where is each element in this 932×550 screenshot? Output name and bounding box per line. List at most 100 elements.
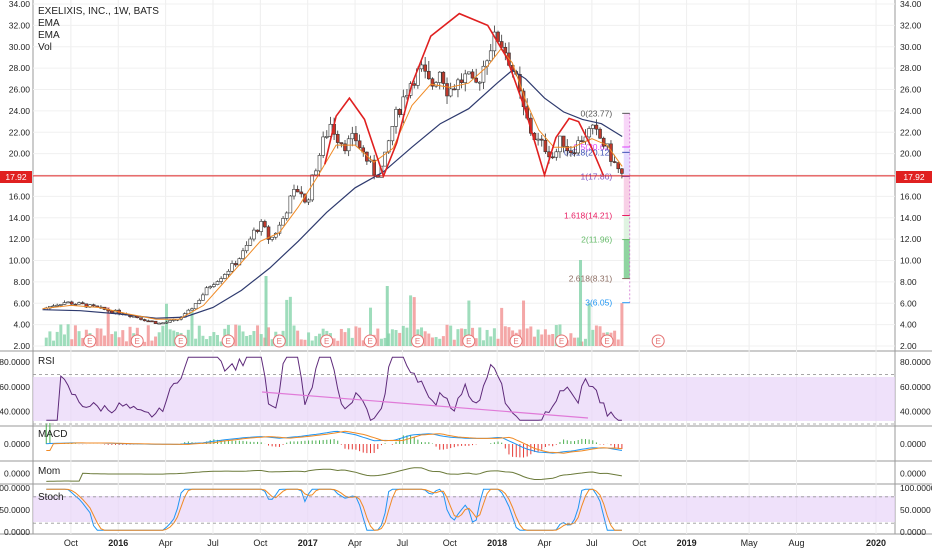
volume-bar [507, 327, 511, 346]
candle-body [142, 319, 147, 322]
candle-body [328, 123, 333, 137]
candle-body [437, 71, 442, 83]
candle-body [594, 124, 599, 130]
candle-body [463, 73, 468, 83]
macd-tick-left: 0.0000 [4, 439, 30, 449]
volume-bar [361, 340, 365, 346]
time-tick-label: 2019 [677, 538, 697, 548]
candle-body [394, 109, 398, 127]
time-tick-label: Oct [253, 538, 268, 548]
earnings-marker-label: E [135, 337, 140, 346]
rsi-divergence-line[interactable] [261, 391, 589, 419]
candle-body [248, 238, 253, 246]
candle-body [161, 322, 165, 325]
candle-body [601, 137, 606, 147]
earnings-marker-label: E [225, 337, 230, 346]
ema-slow-line [42, 69, 623, 319]
volume-bar [492, 328, 496, 346]
rsi-tick-left: 80.0000 [0, 357, 30, 367]
fib-level-label: 2(11.96) [581, 235, 612, 245]
candles [44, 25, 624, 325]
rsi-tick-left: 60.0000 [0, 382, 30, 392]
time-tick-label: 2020 [866, 538, 886, 548]
fibonacci-extension[interactable]: 0(23.77) 0.5(20.62)0.618(20.12) 1(17.86) 1.… [564, 108, 631, 308]
mom-tick-left: 0.0000 [4, 469, 30, 479]
volume-bar [314, 336, 318, 346]
candle-body [350, 133, 355, 140]
head-shoulders-drawing[interactable] [324, 12, 604, 179]
volume-bar [358, 327, 362, 346]
fib-band [623, 146, 630, 153]
volume-bar [460, 328, 464, 346]
volume-bar [103, 335, 107, 346]
candle-body [616, 162, 621, 170]
candle-body [55, 304, 59, 307]
candle-body [412, 83, 417, 86]
volume-bar [270, 339, 274, 346]
volume-bar [164, 303, 168, 346]
candle-body [317, 155, 322, 172]
candle-body [270, 236, 274, 240]
macd-signal-line [46, 430, 622, 454]
price-tick-right: 32.00 [900, 20, 922, 30]
candle-body [222, 274, 227, 279]
volume-bar [208, 336, 212, 346]
candle-body [244, 245, 249, 252]
volume-bar [99, 328, 103, 346]
candle-body [456, 79, 460, 90]
fib-level-label: 3(6.05) [585, 298, 612, 308]
volume-bar [532, 336, 536, 346]
candle-body [204, 287, 209, 296]
candle-body [208, 286, 213, 289]
candle-body [284, 212, 289, 219]
volume-bar [467, 300, 471, 346]
candle-body [197, 299, 202, 304]
volume-bar [241, 331, 245, 346]
candle-body [335, 133, 340, 143]
volume-bar [146, 325, 150, 346]
volume-bar [267, 327, 271, 346]
volume-bar [474, 338, 478, 346]
candle-body [383, 151, 387, 167]
volume-bar [569, 333, 573, 346]
candle-body [150, 320, 154, 323]
candle-body [478, 81, 482, 84]
volume-bar [594, 325, 598, 346]
stoch-tick-right: 100.0000 [900, 483, 932, 493]
macd-histogram [45, 423, 623, 458]
volume-bar [394, 330, 398, 346]
candle-body [306, 199, 311, 203]
fib-level-label: 2.618(8.31) [569, 274, 613, 284]
time-tick-label: Jul [207, 538, 219, 548]
stoch-tick-left: 50.0000 [0, 505, 30, 515]
candle-body [576, 140, 580, 154]
macd-panel-title: MACD [38, 429, 67, 440]
volume-bar [412, 297, 416, 346]
price-tick-left: 2.00 [13, 341, 30, 351]
volume-bar [186, 329, 190, 346]
volume-bar [128, 326, 132, 346]
candle-body [569, 150, 573, 154]
candle-body [419, 64, 424, 70]
candle-body [423, 64, 427, 72]
volume-bar [194, 338, 198, 346]
volume-bar [318, 333, 322, 346]
volume-bar [197, 325, 201, 346]
candle-body [470, 71, 475, 79]
candle-body [77, 302, 81, 305]
volume-bar [81, 337, 85, 346]
time-tick-label: Jul [586, 538, 598, 548]
candle-body [488, 50, 493, 62]
volume-bar [409, 295, 413, 346]
fib-level-label: 0.618(20.12) [564, 147, 612, 157]
volume-bar [339, 328, 343, 346]
volume-bar [503, 326, 507, 346]
volume-bar [288, 296, 292, 346]
candle-body [452, 88, 457, 91]
candle-body [66, 301, 70, 304]
price-tick-right: 14.00 [900, 213, 922, 223]
price-tick-left: 28.00 [9, 63, 31, 73]
volume-bar [215, 334, 219, 346]
